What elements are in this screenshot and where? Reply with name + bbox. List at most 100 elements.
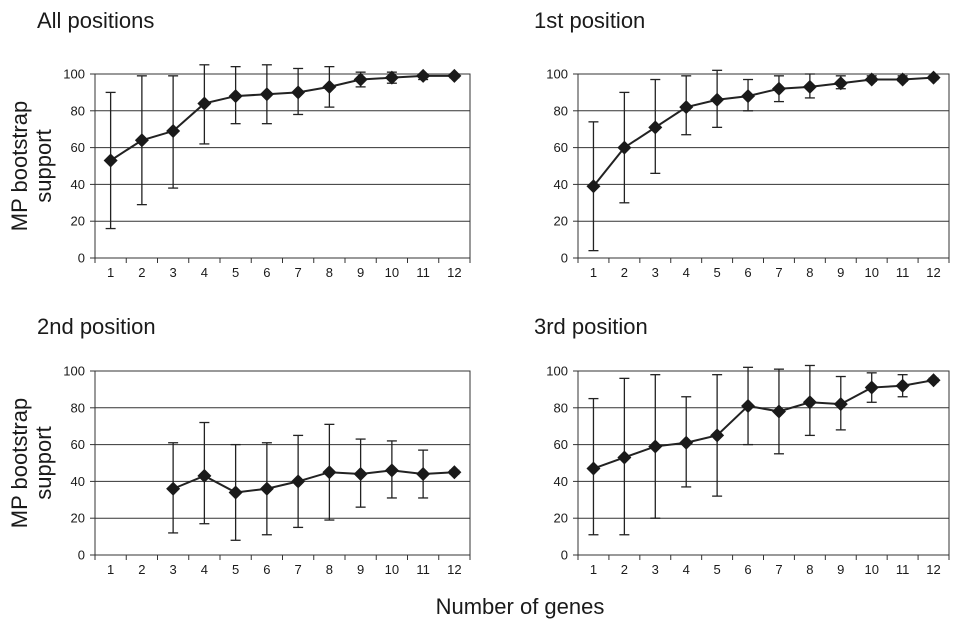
x-tick-label: 3: [652, 265, 659, 280]
x-tick-label: 2: [621, 265, 628, 280]
y-tick-label: 80: [71, 103, 85, 118]
x-tick-label: 12: [447, 562, 461, 577]
x-tick-label: 12: [926, 265, 940, 280]
x-axis-label: Number of genes: [436, 594, 605, 619]
y-axis-label-top-line2: support: [31, 129, 56, 202]
data-point-marker: [648, 120, 663, 135]
x-tick-label: 11: [416, 562, 430, 577]
y-axis-label-bottom-line2: support: [31, 426, 56, 499]
x-tick-label: 9: [837, 265, 844, 280]
data-point-marker: [447, 68, 462, 83]
y-tick-label: 20: [554, 214, 568, 229]
data-point-marker: [741, 398, 756, 413]
data-point-marker: [771, 81, 786, 96]
chart-title: All positions: [37, 8, 154, 33]
data-point-marker: [741, 89, 756, 104]
y-tick-label: 80: [71, 400, 85, 415]
chart-title: 1st position: [534, 8, 645, 33]
x-tick-label: 10: [864, 265, 878, 280]
x-tick-label: 10: [864, 562, 878, 577]
x-tick-label: 10: [385, 562, 399, 577]
x-tick-label: 11: [896, 562, 910, 577]
x-tick-label: 8: [806, 265, 813, 280]
x-tick-label: 6: [263, 562, 270, 577]
y-tick-label: 60: [71, 140, 85, 155]
data-point-marker: [197, 96, 212, 111]
x-tick-label: 1: [590, 562, 597, 577]
data-point-marker: [833, 76, 848, 91]
series-line: [593, 379, 934, 470]
plot-area-frame: [577, 73, 950, 259]
x-tick-label: 9: [357, 265, 364, 280]
data-point-marker: [322, 465, 337, 480]
y-tick-label: 60: [71, 437, 85, 452]
data-point-marker: [895, 378, 910, 393]
x-tick-label: 12: [926, 562, 940, 577]
x-tick-label: 8: [326, 265, 333, 280]
y-tick-label: 0: [561, 251, 568, 266]
data-point-marker: [259, 481, 274, 496]
x-tick-label: 7: [295, 265, 302, 280]
data-point-marker: [586, 179, 601, 194]
y-tick-label: 100: [63, 67, 85, 82]
x-tick-label: 11: [416, 265, 430, 280]
series-line: [592, 76, 934, 187]
x-tick-label: 9: [357, 562, 364, 577]
data-point-marker: [353, 467, 368, 482]
data-point-marker: [228, 485, 243, 500]
data-point-marker: [197, 468, 212, 483]
data-point-marker: [864, 72, 879, 87]
x-tick-label: 9: [837, 562, 844, 577]
x-tick-label: 2: [138, 265, 145, 280]
data-point-marker: [771, 404, 786, 419]
data-point-marker: [617, 450, 632, 465]
x-tick-label: 4: [201, 562, 208, 577]
x-tick-label: 4: [683, 265, 690, 280]
y-axis-label-top-line1: MP bootstrap: [7, 101, 32, 231]
y-tick-label: 20: [71, 214, 85, 229]
x-tick-label: 5: [232, 265, 239, 280]
y-tick-label: 100: [546, 67, 568, 82]
data-point-marker: [384, 70, 399, 85]
data-point-marker: [648, 439, 663, 454]
x-tick-label: 6: [744, 562, 751, 577]
x-tick-label: 5: [232, 562, 239, 577]
x-tick-label: 4: [201, 265, 208, 280]
y-tick-label: 0: [78, 548, 85, 563]
plot-area-frame: [94, 73, 471, 259]
x-tick-label: 1: [107, 562, 114, 577]
x-tick-label: 1: [107, 265, 114, 280]
data-point-marker: [586, 461, 601, 476]
y-tick-label: 60: [554, 437, 568, 452]
data-point-marker: [447, 465, 462, 480]
chart-title: 2nd position: [37, 314, 156, 339]
y-tick-label: 0: [78, 251, 85, 266]
y-tick-label: 80: [554, 103, 568, 118]
data-point-marker: [103, 153, 118, 168]
data-point-marker: [384, 463, 399, 478]
data-point-marker: [802, 79, 817, 94]
data-point-marker: [710, 92, 725, 107]
data-point-marker: [416, 467, 431, 482]
y-tick-label: 100: [63, 364, 85, 379]
data-point-marker: [679, 435, 694, 450]
x-tick-label: 11: [896, 265, 910, 280]
data-point-marker: [134, 133, 149, 148]
x-tick-label: 8: [806, 562, 813, 577]
y-tick-label: 0: [561, 548, 568, 563]
x-tick-label: 10: [385, 265, 399, 280]
x-tick-label: 6: [744, 265, 751, 280]
data-point-marker: [617, 140, 632, 155]
data-point-marker: [864, 380, 879, 395]
y-tick-label: 80: [554, 400, 568, 415]
y-tick-label: 20: [554, 511, 568, 526]
plot-area-frame: [94, 370, 471, 556]
x-tick-label: 2: [138, 562, 145, 577]
y-tick-label: 40: [554, 177, 568, 192]
x-tick-label: 7: [295, 562, 302, 577]
x-tick-label: 2: [621, 562, 628, 577]
x-tick-label: 12: [447, 265, 461, 280]
